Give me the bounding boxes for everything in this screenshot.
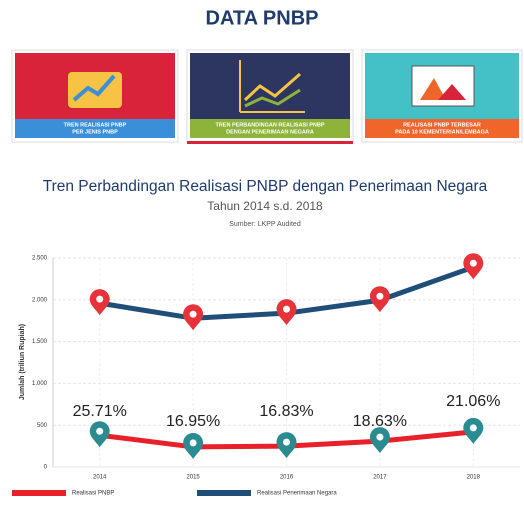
marker-dot [469,259,477,267]
chart-subtitle: Tahun 2014 s.d. 2018 [207,199,323,213]
tab-caption: PADA 10 KEMENTERIAN/LEMBAGA [395,129,489,135]
marker-dot [376,433,384,441]
marker-dot [283,438,290,446]
annotation: 16.95% [166,413,220,430]
x-tick-label: 2018 [467,475,481,481]
icon [72,74,116,102]
active-indicator [187,141,353,144]
icon [243,72,301,102]
tab-image [190,53,350,119]
tab-caption-bg [190,119,350,138]
tab-caption: TREN REALISASI PNBP [64,122,127,128]
marker-dot [189,439,197,447]
legend-label: Realisasi Penerimaan Negara [257,491,337,497]
tab-caption-bg [365,119,519,138]
legend-label: Realisasi PNBP [72,491,114,497]
tab[interactable]: TREN PERBANDINGAN REALISASI PNBP DENGAN … [186,49,354,144]
annotation: 21.06% [446,393,500,410]
tab-caption-bg [15,119,175,138]
legend-swatch [197,490,251,496]
marker-dot [469,424,477,432]
marker-dot [376,292,384,300]
y-tick-label: 2.500 [32,256,48,262]
icon [420,78,446,100]
icon [438,84,466,100]
icon [244,88,301,108]
y-tick-label: 1.000 [32,381,48,387]
chart-source: Sumber: LKPP Audited [229,221,301,228]
tab-caption: DENGAN PENERIMAAN NEGARA [226,129,314,135]
x-tick-label: 2016 [280,475,294,481]
x-tick-label: 2015 [186,475,200,481]
annotation: 18.63% [353,413,407,430]
tab-caption: TREN PERBANDINGAN REALISASI PNBP [215,122,324,128]
x-tick-label: 2017 [373,475,387,481]
y-tick-label: 0 [44,465,48,471]
tab-caption: PER JENIS PNBP [72,129,118,135]
tab[interactable]: REALISASI PNBP TERBESAR PADA 10 KEMENTER… [361,49,523,143]
y-tick-label: 2.000 [32,297,48,303]
annotation: 16.83% [259,403,313,420]
tab[interactable]: TREN REALISASI PNBP PER JENIS PNBP [11,49,179,143]
marker-dot [283,305,290,313]
marker-dot [96,295,104,303]
y-tick-label: 500 [37,423,48,429]
y-axis-label: Jumlah (triliun Rupiah) [19,324,26,400]
y-tick-label: 1.500 [32,339,48,345]
x-tick-label: 2014 [93,475,107,481]
tab-caption: REALISASI PNBP TERBESAR [403,122,481,128]
chart-title: Tren Perbandingan Realisasi PNBP dengan … [43,178,488,195]
annotation: 25.71% [73,403,127,420]
page-title: DATA PNBP [206,7,319,29]
marker-dot [96,427,104,435]
marker-dot [189,310,197,318]
legend-swatch [12,490,66,496]
